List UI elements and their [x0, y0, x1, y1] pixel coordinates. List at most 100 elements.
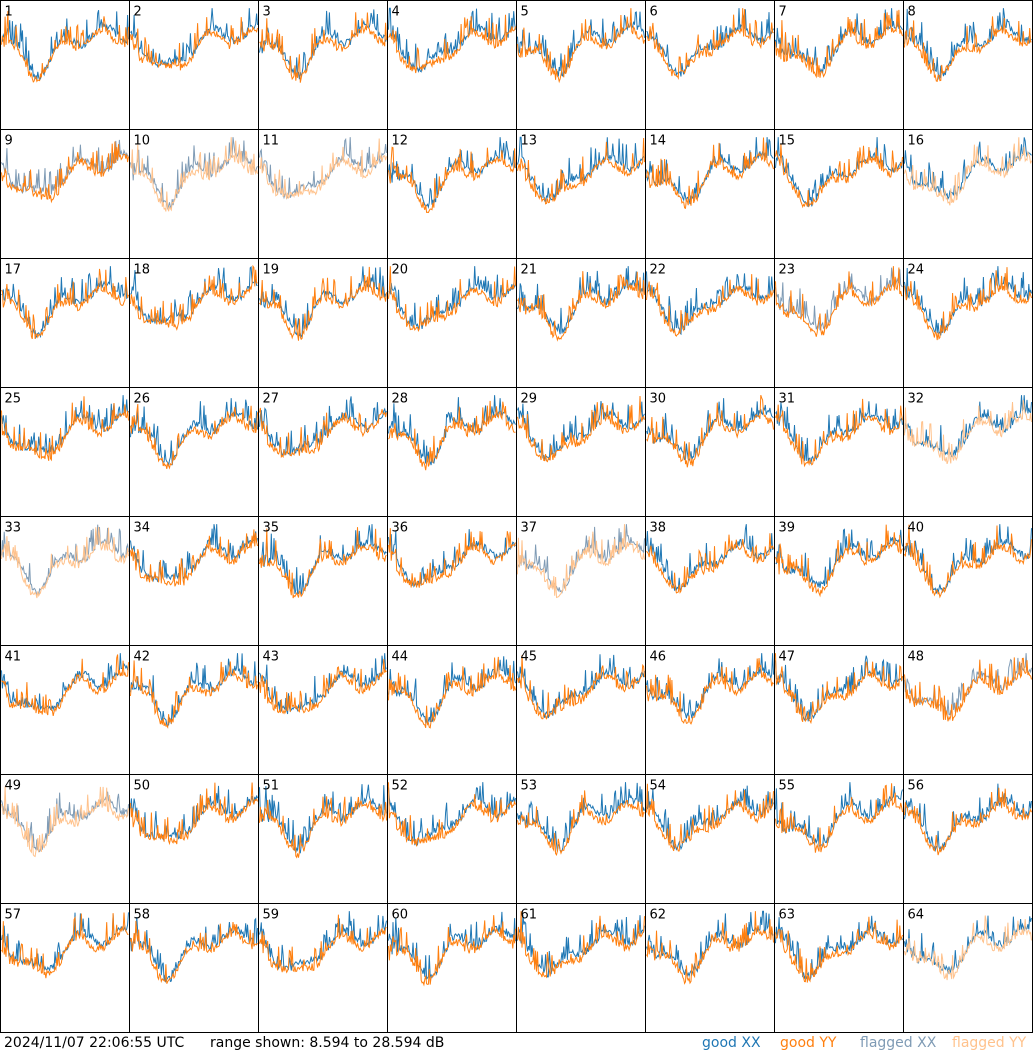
legend-good-yy: good YY [780, 1035, 837, 1051]
series-xx-line [517, 782, 645, 852]
series-yy-line [1, 10, 129, 83]
panel-frame [387, 903, 517, 1033]
panel-number: 14 [650, 134, 667, 149]
series-yy-line [775, 783, 903, 853]
series-yy-line [130, 920, 258, 984]
panel-number: 34 [134, 521, 151, 536]
panel-frame [774, 516, 904, 646]
panel-number: 11 [263, 134, 280, 149]
panel-frame [387, 0, 517, 130]
series-xx-line [646, 8, 774, 78]
series-yy-line [130, 403, 258, 470]
panel-33: 33 [0, 516, 130, 646]
panel-frame [387, 774, 517, 904]
series-yy-line [130, 782, 258, 846]
panel-number: 24 [908, 263, 925, 278]
panel-11: 11 [258, 129, 388, 259]
panel-number: 36 [392, 521, 409, 536]
panel-number: 37 [521, 521, 538, 536]
series-xx-line [904, 395, 1032, 458]
panel-frame [645, 387, 775, 517]
panel-number: 64 [908, 908, 925, 923]
panel-20: 20 [387, 258, 517, 388]
panel-frame [258, 129, 388, 259]
panel-number: 60 [392, 908, 409, 923]
panel-frame [258, 258, 388, 388]
panel-57: 57 [0, 903, 130, 1033]
footer: 2024/11/07 22:06:55 UTC range shown: 8.5… [0, 1033, 1033, 1053]
series-yy-line [1, 912, 129, 979]
panel-frame [645, 516, 775, 646]
panel-number: 29 [521, 392, 538, 407]
panel-number: 19 [263, 263, 280, 278]
series-yy-line [904, 137, 1032, 206]
series-yy-line [388, 266, 516, 333]
panel-frame [516, 0, 646, 130]
series-xx-line [904, 524, 1032, 594]
panel-frame [774, 903, 904, 1033]
panel-50: 50 [129, 774, 259, 904]
panel-54: 54 [645, 774, 775, 904]
panel-15: 15 [774, 129, 904, 259]
panel-number: 26 [134, 392, 151, 407]
panel-number: 47 [779, 650, 796, 665]
series-yy-line [904, 915, 1032, 981]
panel-39: 39 [774, 516, 904, 646]
panel-number: 38 [650, 521, 667, 536]
series-yy-line [646, 658, 774, 725]
panel-number: 54 [650, 779, 667, 794]
panel-61: 61 [516, 903, 646, 1033]
series-xx-line [904, 653, 1032, 716]
panel-frame [645, 129, 775, 259]
legend-good-xx: good XX [702, 1035, 761, 1051]
series-yy-line [259, 138, 387, 199]
panel-48: 48 [903, 645, 1033, 775]
series-xx-line [259, 784, 387, 854]
series-yy-line [517, 911, 645, 979]
series-yy-line [646, 395, 774, 468]
series-xx-line [259, 524, 387, 595]
panel-number: 45 [521, 650, 538, 665]
series-xx-line [517, 654, 645, 719]
panel-frame [774, 387, 904, 517]
panel-frame [903, 774, 1033, 904]
panel-14: 14 [645, 129, 775, 259]
series-yy-line [388, 915, 516, 987]
panel-number: 21 [521, 263, 538, 278]
panel-number: 3 [263, 5, 271, 20]
panel-frame [258, 903, 388, 1033]
series-yy-line [388, 782, 516, 847]
panel-frame [645, 645, 775, 775]
panel-16: 16 [903, 129, 1033, 259]
panel-29: 29 [516, 387, 646, 517]
series-yy-line [517, 137, 645, 205]
panel-number: 16 [908, 134, 925, 149]
panel-10: 10 [129, 129, 259, 259]
panel-13: 13 [516, 129, 646, 259]
panel-frame [903, 258, 1033, 388]
panel-51: 51 [258, 774, 388, 904]
series-xx-line [775, 655, 903, 722]
panel-12: 12 [387, 129, 517, 259]
series-yy-line [646, 137, 774, 210]
panel-27: 27 [258, 387, 388, 517]
panel-number: 7 [779, 5, 787, 20]
panel-62: 62 [645, 903, 775, 1033]
panel-frame [516, 645, 646, 775]
series-xx-line [775, 267, 903, 331]
panel-2: 2 [129, 0, 259, 130]
panel-frame [516, 774, 646, 904]
panel-38: 38 [645, 516, 775, 646]
series-yy-line [259, 914, 387, 974]
series-yy-line [130, 660, 258, 729]
series-yy-line [130, 17, 258, 71]
panel-frame [903, 387, 1033, 517]
panel-30: 30 [645, 387, 775, 517]
panel-number: 56 [908, 779, 925, 794]
panel-32: 32 [903, 387, 1033, 517]
panel-number: 48 [908, 650, 925, 665]
series-xx-line [517, 136, 645, 202]
panel-frame [903, 645, 1033, 775]
panel-number: 42 [134, 650, 151, 665]
series-xx-line [130, 398, 258, 466]
